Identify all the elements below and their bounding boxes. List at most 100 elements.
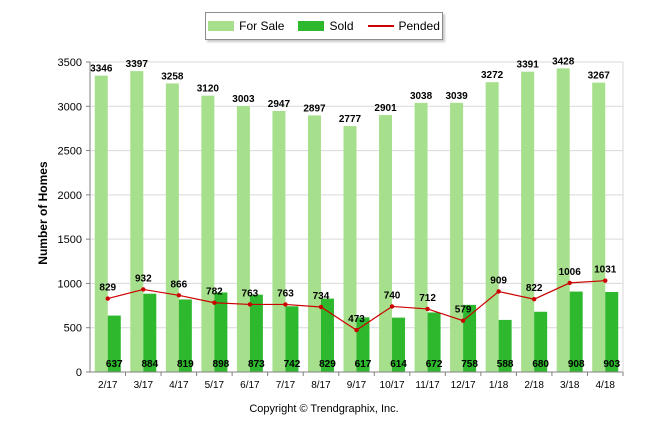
data-label-pended: 579 [455, 305, 472, 316]
data-label-for-sale: 2901 [374, 103, 397, 114]
legend-swatch-for-sale [208, 21, 235, 31]
bar-for-sale [130, 71, 144, 372]
bar-for-sale [556, 68, 570, 373]
y-tick-label: 1000 [58, 278, 82, 290]
data-label-for-sale: 3038 [410, 91, 433, 102]
x-tick-label: 7/17 [276, 380, 296, 391]
pended-point [283, 302, 288, 307]
x-tick-label: 10/17 [380, 380, 405, 391]
legend-item-for-sale: For Sale [208, 19, 284, 33]
pended-point [105, 296, 110, 301]
bar-for-sale [521, 71, 535, 372]
pended-point [425, 306, 430, 312]
data-label-for-sale: 3428 [552, 56, 575, 67]
x-tick-label: 2/17 [98, 380, 118, 391]
data-label-pended: 1006 [559, 267, 582, 278]
pended-point [212, 300, 217, 305]
bar-sold [569, 291, 583, 372]
bar-sold [214, 292, 228, 372]
y-tick-label: 3000 [58, 101, 82, 113]
data-label-sold: 758 [461, 359, 478, 370]
legend-item-pended: Pended [367, 19, 440, 33]
data-label-for-sale: 2947 [268, 99, 291, 110]
pended-point [496, 289, 501, 294]
bar-sold [143, 293, 157, 372]
bar-for-sale [272, 110, 286, 372]
data-label-for-sale: 3120 [197, 84, 220, 95]
x-tick-label: 2/18 [524, 380, 544, 391]
x-tick-labels: 2/17 3/17 4/17 5/17 6/17 7/17 8/17 9/17 10/17 11/… [98, 380, 615, 391]
data-label-for-sale: 3397 [126, 59, 149, 70]
bar-sold [107, 315, 121, 372]
data-label-pended: 712 [419, 293, 436, 304]
x-tick-label: 9/17 [347, 380, 367, 391]
data-label-sold: 680 [532, 359, 549, 370]
x-tick-label: 4/18 [595, 380, 615, 391]
legend-label-pended: Pended [398, 19, 440, 33]
bar-sold [427, 312, 441, 372]
y-tick-labels: 0 500 1000 1500 2000 2500 3000 3500 [58, 57, 82, 379]
data-label-pended: 763 [277, 288, 294, 299]
data-label-pended: 822 [526, 283, 543, 294]
x-tick-label: 3/18 [560, 380, 580, 391]
data-label-pended: 866 [170, 279, 187, 290]
y-tick-label: 0 [76, 367, 82, 379]
y-tick-label: 2000 [58, 190, 82, 202]
copyright-text: Copyright © Trendgraphix, Inc. [249, 403, 399, 415]
legend-item-sold: Sold [298, 19, 354, 33]
data-label-sold: 898 [213, 359, 230, 370]
pended-point [354, 327, 359, 333]
data-label-sold: 637 [106, 359, 123, 370]
bar-for-sale [485, 82, 499, 373]
pended-point [567, 280, 572, 286]
data-label-for-sale: 3258 [161, 71, 184, 82]
legend-swatch-sold [298, 21, 325, 31]
bar-sold [605, 292, 619, 372]
data-label-for-sale: 3039 [445, 91, 468, 102]
data-label-sold: 819 [177, 359, 194, 370]
y-tick-label: 2500 [58, 146, 82, 158]
data-label-for-sale: 3272 [481, 70, 504, 81]
data-label-for-sale: 3391 [517, 60, 540, 71]
data-label-sold: 829 [319, 359, 336, 370]
bar-for-sale [379, 115, 393, 372]
pended-point [460, 318, 466, 323]
data-labels: 3346 637 3397 884 3258 819 3120 898 3003 873 2947 7… [90, 56, 620, 370]
data-label-pended: 782 [206, 287, 223, 298]
y-tick-label: 1500 [58, 234, 82, 246]
bar-for-sale [236, 106, 250, 373]
data-label-for-sale: 2897 [303, 103, 326, 114]
x-tick-label: 8/17 [311, 380, 331, 391]
pended-point [247, 302, 253, 307]
pended-point [603, 278, 608, 283]
bar-for-sale [414, 102, 428, 373]
data-label-sold: 588 [497, 359, 514, 370]
bar-sold [392, 317, 406, 372]
bar-sold [498, 319, 512, 372]
x-tick-label: 1/18 [489, 380, 509, 391]
data-label-pended: 473 [348, 314, 365, 325]
legend-label-for-sale: For Sale [239, 19, 285, 33]
bar-sold [178, 299, 192, 372]
data-label-sold: 873 [248, 359, 265, 370]
legend: For Sale Sold Pended [205, 12, 443, 40]
data-label-pended: 1031 [594, 265, 617, 276]
data-label-for-sale: 3003 [232, 94, 255, 105]
data-label-pended: 763 [242, 288, 259, 299]
y-axis-label: Number of Homes [36, 161, 50, 265]
bar-for-sale [343, 126, 357, 372]
bar-sold [285, 306, 299, 372]
bar-sold [534, 311, 548, 372]
data-label-sold: 742 [284, 359, 301, 370]
y-tick-label: 3500 [58, 57, 82, 69]
data-label-for-sale: 2777 [339, 114, 362, 125]
data-label-pended: 829 [99, 283, 116, 294]
data-label-sold: 617 [355, 359, 372, 370]
bar-sold [320, 298, 334, 372]
bar-for-sale [165, 83, 179, 372]
bar-for-sale [94, 75, 108, 372]
data-label-pended: 932 [135, 273, 152, 284]
bar-sold [463, 304, 477, 372]
axes [86, 61, 624, 376]
